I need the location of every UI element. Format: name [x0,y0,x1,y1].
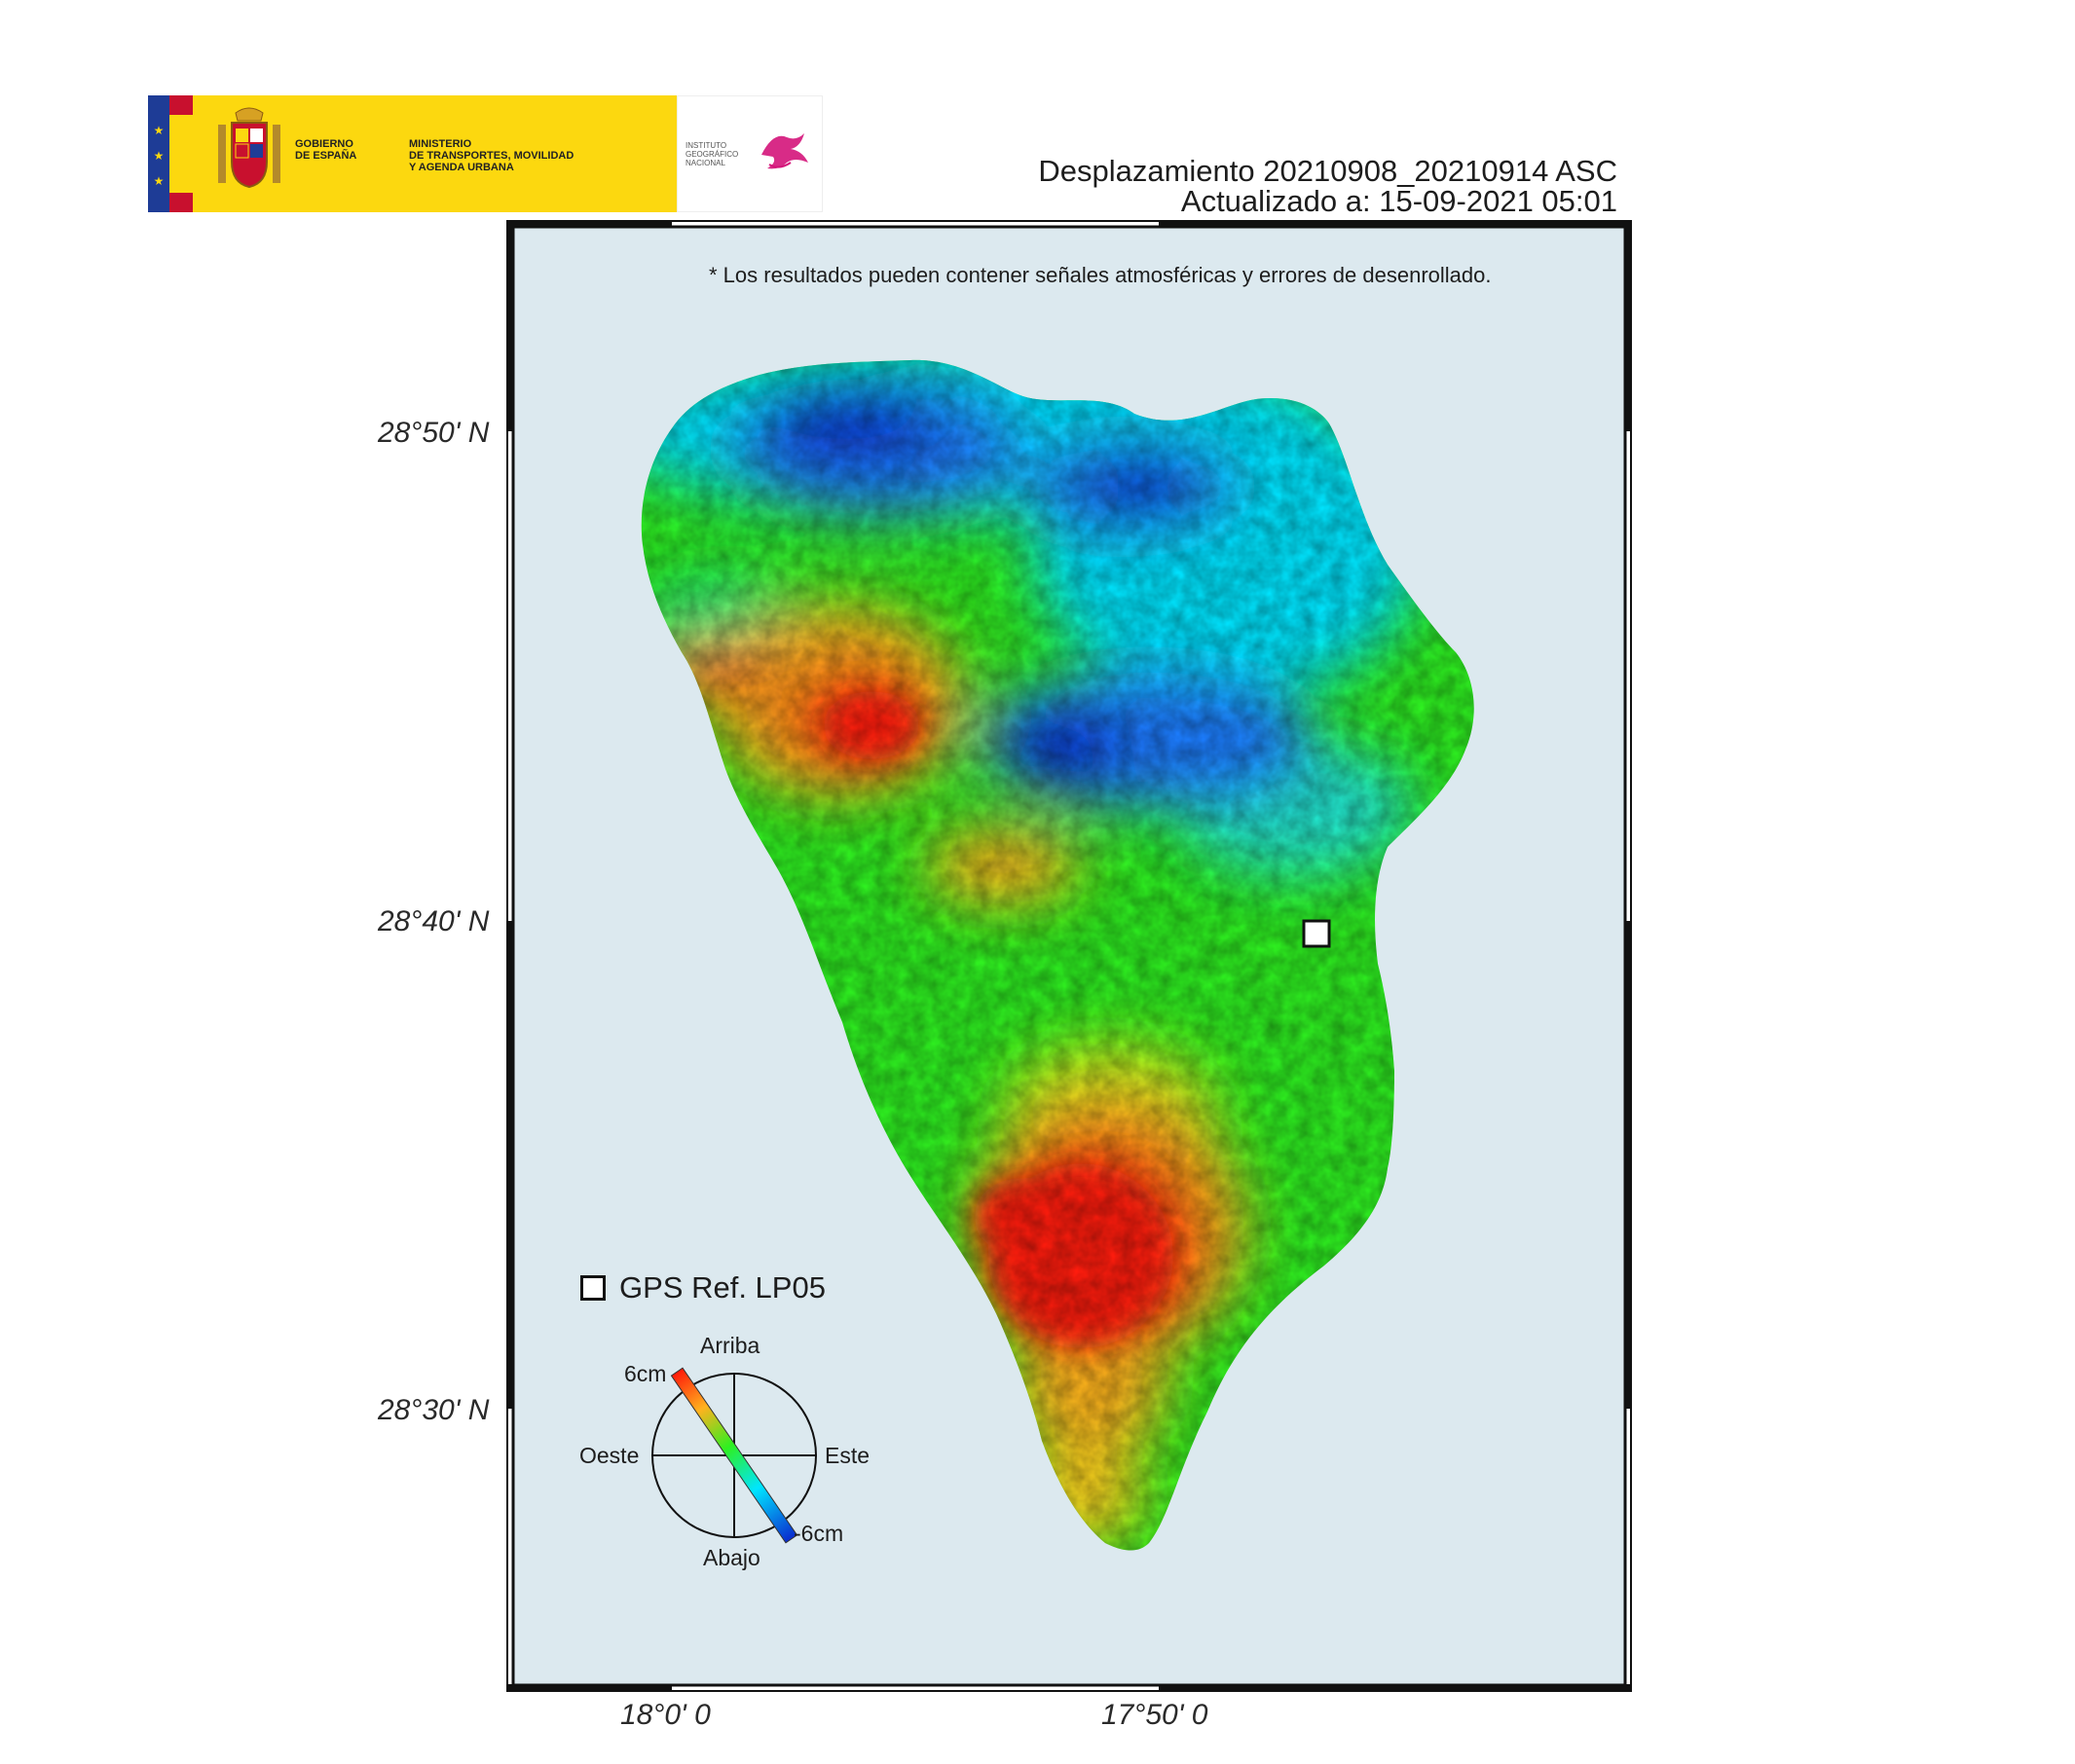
coat-of-arms-icon [218,107,280,189]
title-line-2: Actualizado a: 15-09-2021 05:01 [1180,184,1617,218]
gps-legend-square-icon [580,1275,606,1301]
instituto-text: INSTITUTO GEOGRÁFICO NACIONAL [685,141,739,167]
svg-text:★: ★ [154,174,165,188]
gps-legend: GPS Ref. LP05 [580,1270,826,1305]
ministerio-text: MINISTERIO DE TRANSPORTES, MOVILIDAD Y A… [409,138,574,173]
gps-reference-marker [1302,919,1331,948]
ministry-logo: GOBIERNO DE ESPAÑA MINISTERIO DE TRANSPO… [193,95,677,212]
gps-legend-label: GPS Ref. LP05 [619,1270,826,1305]
direction-up-label: Arriba [700,1333,760,1358]
direction-west-label: Oeste [579,1443,640,1468]
lon-tick-label: 17°50' 0 [1101,1699,1208,1731]
spain-flag-strip: ★ ★ ★ [148,95,193,212]
map-title: Desplazamiento 20210908_20210914 ASC Act… [1038,156,1617,216]
colorscale-bar [670,1367,798,1544]
lon-tick-label: 18°0' 0 [620,1699,711,1731]
scale-min-label: -6cm [794,1521,844,1546]
direction-down-label: Abajo [703,1545,760,1570]
lat-tick-label: 28°50' N [378,417,490,449]
gobierno-text: GOBIERNO DE ESPAÑA [295,138,357,162]
title-line-1: Desplazamiento 20210908_20210914 ASC [1038,154,1617,188]
ign-symbol-icon [761,133,808,169]
svg-text:★: ★ [154,149,165,163]
direction-rose [651,1367,817,1544]
disclaimer-note: * Los resultados pueden contener señales… [709,263,1492,287]
ign-logo: INSTITUTO GEOGRÁFICO NACIONAL [677,95,823,212]
scale-max-label: 6cm [624,1361,667,1386]
map-frame [506,220,1632,1692]
lat-tick-label: 28°30' N [378,1394,490,1426]
svg-text:★: ★ [154,124,165,137]
direction-east-label: Este [825,1443,871,1468]
lat-tick-label: 28°40' N [378,905,490,937]
government-logo-banner: ★ ★ ★ GOBIERNO DE ESPAÑA MINISTERIO DE T… [148,95,823,212]
